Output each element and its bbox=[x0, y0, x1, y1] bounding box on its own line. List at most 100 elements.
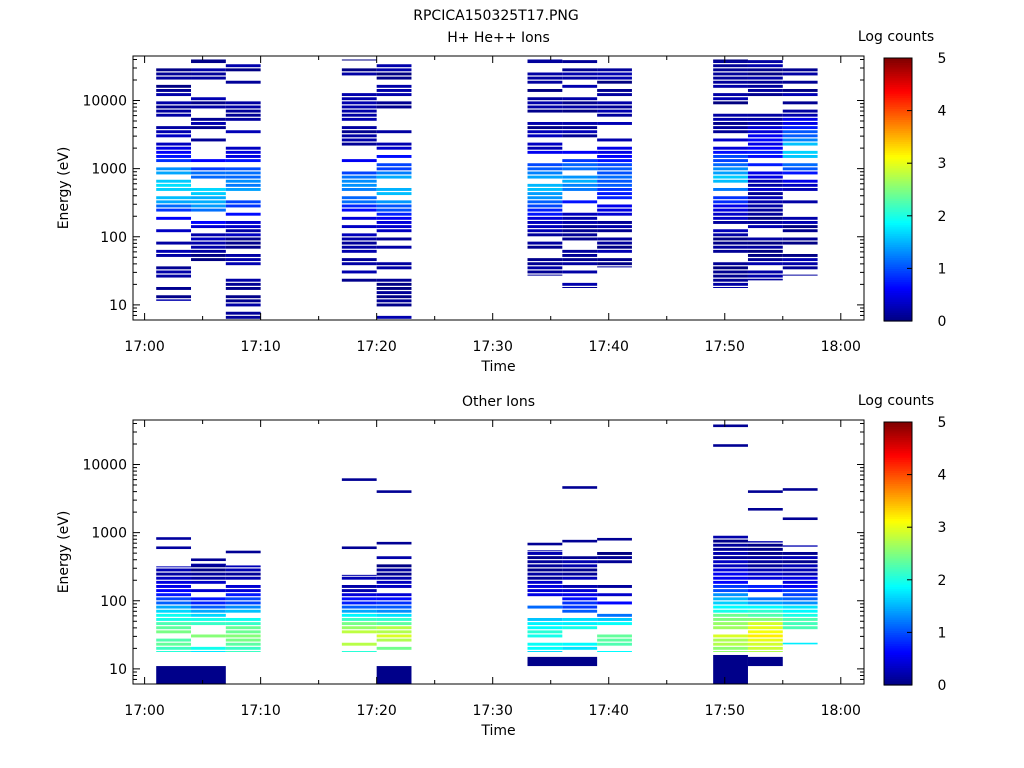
spectrogram-bin bbox=[156, 159, 192, 163]
spectrogram-bin bbox=[562, 585, 598, 588]
spectrogram-bin bbox=[341, 622, 377, 626]
spectrogram-bin bbox=[191, 59, 226, 61]
spectrogram-bin bbox=[341, 605, 377, 609]
spectrogram-bin bbox=[156, 566, 192, 568]
spectrogram-bin bbox=[341, 589, 377, 593]
spectrogram-bin bbox=[562, 126, 598, 130]
spectrogram-bin bbox=[562, 68, 598, 72]
colorbar-segment bbox=[884, 592, 912, 596]
spectrogram-bin bbox=[376, 299, 412, 303]
spectrogram-bin bbox=[562, 593, 598, 597]
spectrogram-bin bbox=[376, 89, 412, 92]
spectrogram-bin bbox=[747, 262, 783, 266]
spectrogram-bin bbox=[527, 122, 563, 125]
colorbar-segment bbox=[884, 82, 912, 85]
spectrogram-bin bbox=[341, 618, 377, 621]
colorbar-segment bbox=[884, 101, 912, 105]
spectrogram-bin bbox=[376, 291, 412, 295]
colorbar-segment bbox=[884, 310, 912, 313]
spectrogram-bin bbox=[782, 241, 818, 245]
spectrogram-bin bbox=[341, 126, 377, 130]
colorbar-segment bbox=[884, 443, 912, 447]
spectrogram-bin bbox=[597, 72, 632, 76]
colorbar-segment bbox=[884, 487, 912, 491]
colorbar-segment bbox=[884, 152, 912, 156]
colorbar-segment bbox=[884, 312, 912, 316]
spectrogram-bin bbox=[376, 556, 412, 560]
spectrogram-bin bbox=[597, 601, 632, 605]
spectrogram-bin bbox=[747, 237, 783, 241]
colorbar-segment bbox=[884, 244, 912, 248]
spectrogram-bin bbox=[341, 225, 377, 229]
spectrogram-bin bbox=[156, 101, 192, 105]
colorbar-segment bbox=[884, 612, 912, 616]
spectrogram-bin bbox=[713, 613, 748, 617]
spectrogram-bin bbox=[225, 303, 261, 307]
colorbar-segment bbox=[884, 294, 912, 298]
spectrogram-bin bbox=[341, 630, 377, 634]
spectrogram-bin bbox=[527, 150, 563, 154]
spectrogram-bin bbox=[376, 167, 412, 171]
spectrogram-bin bbox=[562, 605, 598, 609]
spectrogram-bin bbox=[527, 188, 563, 191]
spectrogram-bin bbox=[225, 597, 261, 601]
colorbar-segment bbox=[884, 595, 912, 598]
spectrogram-bin bbox=[341, 175, 377, 179]
spectrogram-bin bbox=[713, 93, 748, 97]
spectrogram-bin bbox=[597, 262, 632, 266]
colorbar-segment bbox=[884, 255, 912, 259]
colorbar-segment bbox=[884, 123, 912, 127]
colorbar-segment bbox=[884, 270, 912, 274]
spectrogram-bin bbox=[225, 282, 261, 286]
colorbar-segment bbox=[884, 494, 912, 498]
spectrogram-bin bbox=[747, 188, 783, 191]
colorbar-segment bbox=[884, 117, 912, 120]
spectrogram-bin bbox=[713, 622, 748, 626]
spectrogram-bin bbox=[225, 601, 261, 605]
colorbar-segment bbox=[884, 305, 912, 309]
colorbar-segment bbox=[884, 314, 912, 318]
spectrogram-bin bbox=[156, 142, 192, 146]
spectrogram-bin bbox=[782, 605, 818, 609]
colorbar-segment bbox=[884, 196, 912, 199]
spectrogram-bin bbox=[225, 254, 261, 257]
spectrogram-bin bbox=[376, 630, 412, 634]
spectrogram-bin bbox=[747, 93, 783, 97]
spectrogram-bin bbox=[713, 229, 748, 233]
spectrogram-bin bbox=[562, 150, 598, 154]
spectrogram-bin bbox=[597, 241, 632, 245]
colorbar-segment bbox=[884, 667, 912, 671]
spectrogram-bin bbox=[713, 646, 748, 650]
spectrogram-bin bbox=[376, 200, 412, 204]
spectrogram-bin bbox=[191, 651, 226, 652]
colorbar-segment bbox=[884, 603, 912, 607]
spectrogram-bin bbox=[747, 651, 783, 652]
spectrogram-bin bbox=[376, 295, 412, 299]
spectrogram-bin bbox=[225, 225, 261, 229]
spectrogram-bin bbox=[527, 130, 563, 134]
spectrogram-bin bbox=[713, 249, 748, 253]
spectrogram-bin bbox=[225, 146, 261, 150]
colorbar-segment bbox=[884, 145, 912, 149]
spectrogram-bin bbox=[782, 188, 818, 191]
colorbar-segment bbox=[884, 198, 912, 202]
spectrogram-bin bbox=[191, 558, 226, 562]
colorbar-segment bbox=[884, 542, 912, 546]
spectrogram-bin bbox=[341, 262, 377, 266]
colorbar-segment bbox=[884, 435, 912, 438]
spectrogram-bin bbox=[562, 225, 598, 229]
spectrogram-bin bbox=[782, 126, 818, 130]
spectrogram-bin bbox=[597, 171, 632, 175]
colorbar-segment bbox=[884, 599, 912, 603]
spectrogram-bin bbox=[341, 609, 377, 613]
spectrogram-bin bbox=[156, 254, 192, 257]
colorbar-segment bbox=[884, 156, 912, 160]
spectrogram-bin bbox=[747, 274, 783, 278]
colorbar-segment bbox=[884, 104, 912, 107]
spectrogram-bin bbox=[782, 216, 818, 220]
colorbar-frame bbox=[883, 57, 913, 322]
y-tick-label: 10000 bbox=[82, 458, 127, 474]
spectrogram-bin bbox=[782, 221, 818, 224]
colorbar-segment bbox=[884, 432, 912, 436]
spectrogram-bin bbox=[225, 150, 261, 154]
